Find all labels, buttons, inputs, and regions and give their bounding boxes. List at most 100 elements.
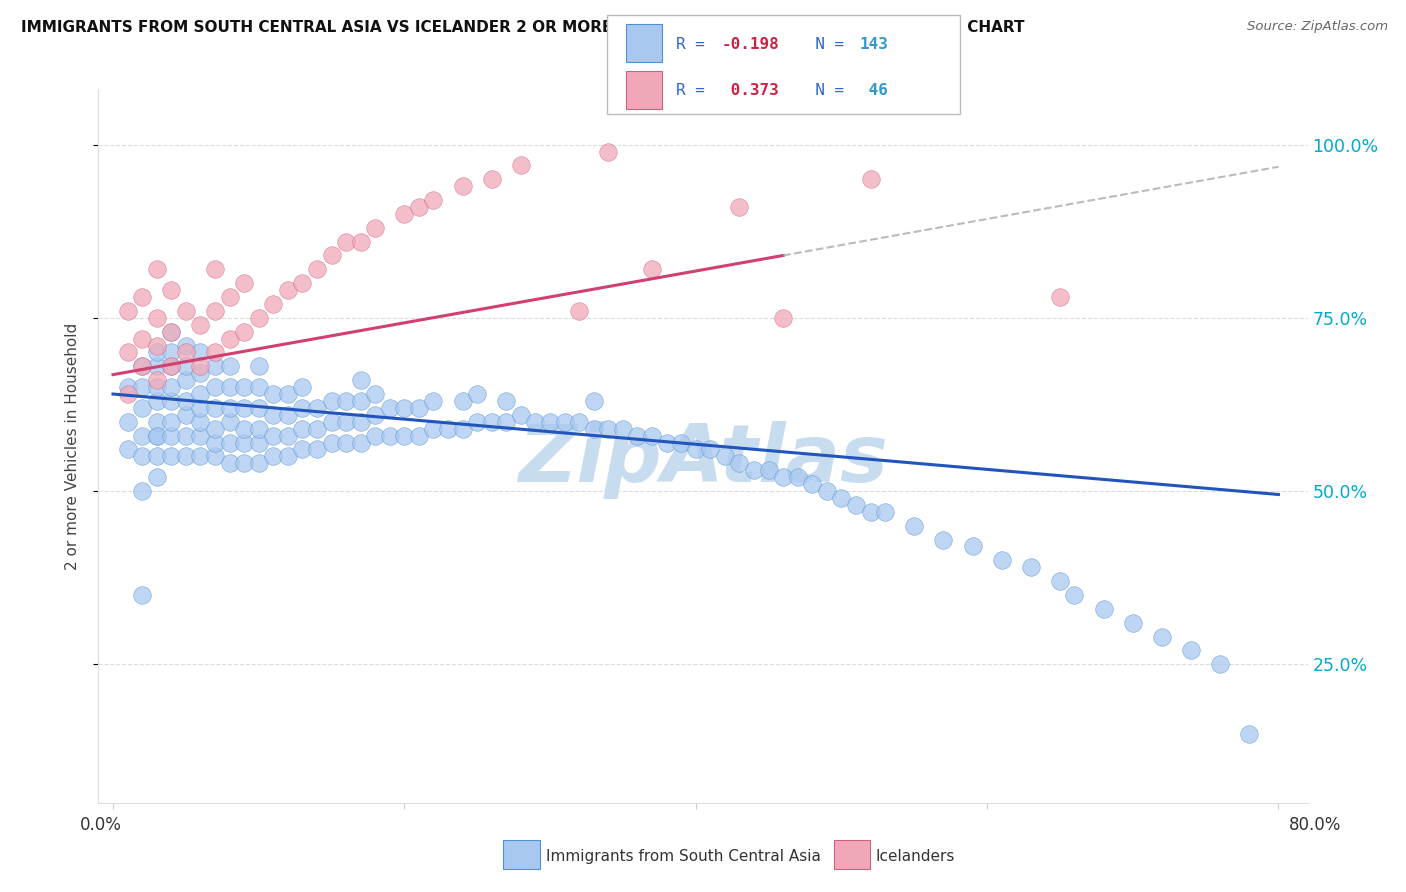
Point [160,325,183,339]
Point [233,422,256,436]
Point [277,387,299,401]
Point [509,158,531,172]
Point [378,401,401,415]
Point [145,415,167,429]
Point [190,387,212,401]
Point [451,394,474,409]
Point [335,235,357,249]
Text: 0.373: 0.373 [721,83,779,98]
Point [233,380,256,394]
Point [145,470,167,484]
Point [117,442,139,457]
Point [714,450,737,464]
Point [612,422,634,436]
Text: R =: R = [676,83,714,98]
Text: N =: N = [796,37,853,52]
Point [291,380,314,394]
Point [1049,574,1071,588]
Point [174,304,197,318]
Point [364,408,387,422]
Point [218,401,240,415]
Text: Source: ZipAtlas.com: Source: ZipAtlas.com [1247,20,1388,33]
Point [145,373,167,387]
Point [728,456,751,470]
Point [262,387,284,401]
Point [321,415,343,429]
Point [117,304,139,318]
Point [247,310,270,325]
Point [277,408,299,422]
Point [204,401,226,415]
Point [145,428,167,442]
Point [685,442,707,457]
Point [1209,657,1232,672]
Point [145,428,167,442]
Point [422,394,444,409]
Point [932,533,955,547]
Point [277,283,299,297]
Point [465,387,488,401]
Point [131,290,153,304]
Point [451,422,474,436]
Point [772,310,794,325]
Point [131,359,153,374]
Text: 0.0%: 0.0% [80,816,122,834]
Point [247,359,270,374]
Point [758,463,780,477]
Point [772,470,794,484]
Point [145,262,167,277]
Point [218,456,240,470]
Point [538,415,561,429]
Point [277,428,299,442]
Point [437,422,460,436]
Point [903,518,925,533]
Point [408,401,430,415]
Text: 80.0%: 80.0% [1288,816,1341,834]
Point [174,338,197,352]
Point [859,505,882,519]
Point [335,394,357,409]
Text: R =: R = [676,37,714,52]
Point [394,207,416,221]
Point [247,380,270,394]
Y-axis label: 2 or more Vehicles in Household: 2 or more Vehicles in Household [65,322,80,570]
Point [350,394,373,409]
Point [218,290,240,304]
Point [117,380,139,394]
Point [233,435,256,450]
Point [582,422,605,436]
Point [117,345,139,359]
Point [1063,588,1085,602]
Point [1180,643,1202,657]
Point [350,415,373,429]
Point [131,332,153,346]
Point [364,220,387,235]
Point [262,408,284,422]
Point [131,588,153,602]
Text: Icelanders: Icelanders [876,849,955,863]
Point [801,477,824,491]
Point [117,415,139,429]
Point [131,359,153,374]
Point [422,193,444,207]
Point [247,401,270,415]
Point [145,359,167,374]
Point [262,428,284,442]
Point [160,428,183,442]
Point [190,401,212,415]
Point [350,235,373,249]
Point [830,491,852,505]
Point [204,380,226,394]
Point [859,172,882,186]
Point [160,394,183,409]
Point [291,401,314,415]
Point [262,297,284,311]
Point [262,450,284,464]
Point [174,428,197,442]
Point [875,505,897,519]
Point [378,428,401,442]
Point [655,435,678,450]
Point [145,338,167,352]
Point [291,442,314,457]
Point [509,408,531,422]
